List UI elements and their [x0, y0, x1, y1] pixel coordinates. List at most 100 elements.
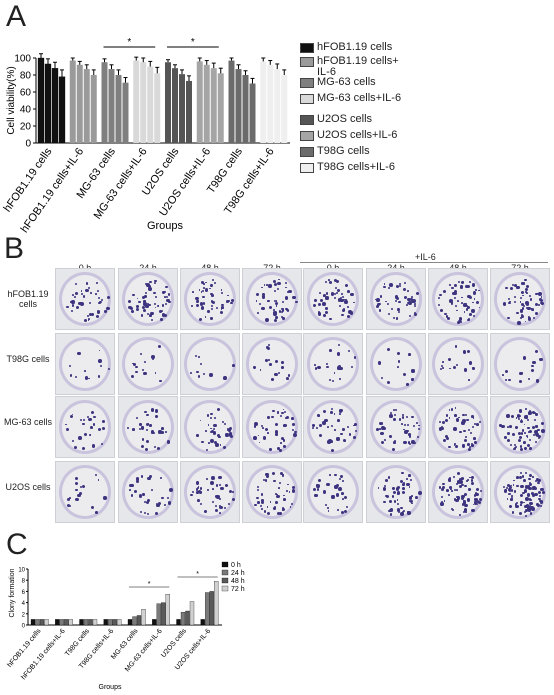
colony-dot: [396, 508, 401, 512]
colony-dot: [281, 360, 284, 364]
colony-dot: [332, 496, 335, 498]
colony-dot: [204, 510, 208, 513]
colony-dot: [341, 292, 343, 295]
colony-dot: [523, 282, 525, 284]
colony-dot: [440, 500, 444, 504]
colony-dot: [396, 365, 399, 368]
colony-dot: [143, 371, 147, 376]
colony-plate: [303, 333, 363, 395]
significance-star: *: [196, 571, 199, 578]
colony-dot: [538, 491, 542, 495]
colony-dot: [143, 500, 147, 504]
colony-dot: [318, 291, 321, 295]
bar: [274, 69, 281, 143]
colony-dot: [326, 425, 329, 428]
colony-dot: [351, 365, 354, 368]
colony-dot: [461, 421, 465, 425]
colony-dot: [215, 484, 218, 487]
colony-dot: [508, 505, 513, 509]
colony-dot: [291, 485, 296, 490]
colony-dot: [79, 485, 83, 489]
colony-dot: [403, 281, 406, 284]
bar: [59, 619, 64, 626]
colony-dot: [408, 496, 413, 501]
legend-swatch: [300, 43, 314, 53]
colony-dot: [396, 485, 400, 489]
colony-dot: [232, 490, 235, 493]
y-tick-label: 6: [22, 590, 26, 596]
colony-dot: [330, 440, 334, 443]
colony-dot: [144, 295, 147, 298]
colony-dot: [146, 414, 149, 417]
colony-dot: [466, 443, 470, 446]
colony-dot: [263, 510, 266, 513]
bar: [260, 61, 267, 143]
colony-dot: [391, 307, 394, 311]
legend-label: U2OS cells: [317, 113, 373, 125]
colony-dot: [396, 318, 398, 320]
colony-dot: [520, 484, 524, 489]
colony-dot: [331, 379, 335, 383]
colony-dot: [281, 411, 285, 415]
colony-dot: [539, 504, 543, 508]
colony-dot: [138, 300, 142, 304]
colony-dot: [91, 313, 95, 316]
colony-dot: [523, 478, 527, 482]
colony-dot: [127, 427, 130, 430]
colony-dot: [533, 411, 537, 414]
colony-dot: [464, 503, 468, 508]
colony-dot: [457, 320, 461, 324]
row-label: U2OS cells: [5, 482, 51, 492]
colony-dot: [407, 290, 410, 292]
plate-dish: [432, 465, 484, 519]
colony-dot: [407, 297, 411, 302]
colony-plate: [180, 396, 240, 458]
colony-plate: [242, 396, 302, 458]
colony-dot: [448, 446, 451, 449]
colony-dot: [469, 280, 472, 284]
colony-dot: [106, 306, 110, 311]
colony-dot: [219, 512, 221, 514]
colony-dot: [88, 433, 91, 436]
colony-dot: [195, 303, 200, 308]
colony-dot: [276, 287, 280, 291]
colony-dot: [445, 435, 449, 439]
colony-dot: [528, 447, 532, 450]
colony-dot: [142, 295, 146, 299]
colony-dot: [103, 496, 107, 500]
colony-dot: [140, 444, 145, 448]
colony-dot: [221, 303, 225, 307]
colony-dot: [291, 502, 294, 505]
y-tick-label: 10: [18, 568, 25, 574]
colony-dot: [260, 424, 264, 428]
colony-dot: [279, 415, 282, 418]
legend-label: 24 h: [231, 570, 245, 577]
colony-dot: [206, 448, 209, 452]
colony-dot: [535, 302, 539, 306]
colony-dot: [324, 306, 328, 310]
colony-dot: [206, 478, 209, 480]
colony-plate: [490, 268, 550, 330]
colony-dot: [319, 433, 323, 437]
colony-dot: [133, 490, 137, 494]
bar: [83, 69, 90, 143]
colony-dot: [454, 488, 457, 491]
colony-dot: [196, 370, 199, 374]
bar: [37, 57, 45, 144]
panel-a-label: A: [6, 0, 27, 33]
colony-dot: [267, 432, 269, 434]
colony-dot: [214, 282, 217, 284]
y-tick-label: 4: [22, 601, 26, 607]
row-label: hFOB1.19 cells: [7, 289, 49, 309]
colony-dot: [523, 504, 528, 509]
colony-dot: [463, 493, 467, 497]
colony-dot: [71, 300, 75, 304]
colony-dot: [437, 296, 440, 299]
colony-dot: [398, 310, 401, 314]
colony-dot: [463, 311, 466, 314]
colony-dot: [464, 435, 468, 438]
colony-dot: [145, 439, 149, 444]
colony-dot: [339, 296, 342, 299]
colony-dot: [140, 511, 143, 514]
colony-dot: [157, 305, 160, 307]
